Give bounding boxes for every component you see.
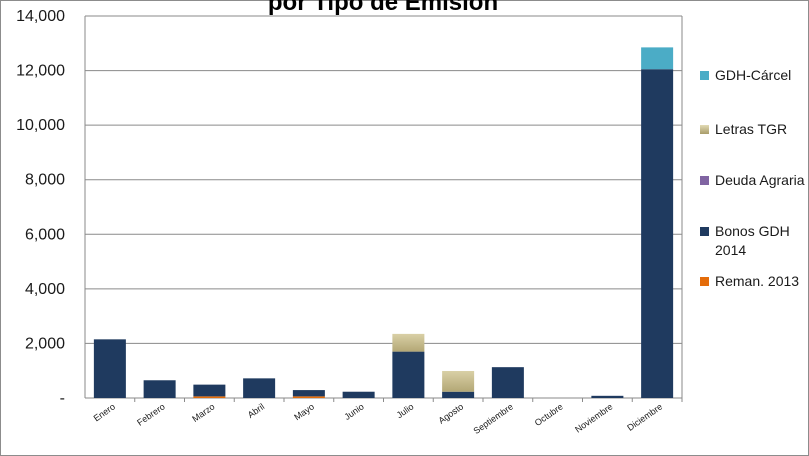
- bar-segment: [292, 396, 325, 398]
- legend-swatch: [700, 71, 709, 80]
- y-tick-label: 4,000: [25, 281, 65, 298]
- x-tick-label: Marzo: [190, 401, 216, 424]
- legend-swatch: [700, 125, 709, 134]
- x-tick-label: Junio: [342, 401, 365, 422]
- bar-segment: [243, 378, 276, 398]
- legend: GDH-Cárcel Letras TGR Deuda Agraria Bono…: [700, 0, 809, 456]
- legend-swatch: [700, 277, 709, 286]
- x-tick-label: Abril: [246, 401, 266, 420]
- x-tick-label: Agosto: [437, 401, 466, 425]
- bar-segment: [342, 391, 375, 398]
- x-tick-label: Julio: [395, 401, 416, 420]
- bar-segment: [392, 333, 425, 352]
- bar-segment: [641, 47, 674, 70]
- bar-segment: [292, 390, 325, 397]
- legend-item-deuda-agraria: Deuda Agraria: [700, 171, 809, 190]
- x-tick-label: Febrero: [135, 401, 167, 427]
- bar-segment: [591, 395, 624, 398]
- x-tick-label: Noviembre: [573, 401, 614, 434]
- legend-label: Bonos GDH 2014: [715, 223, 790, 258]
- legend-label: Reman. 2013: [715, 273, 800, 289]
- x-tick-label: Diciembre: [625, 401, 664, 432]
- legend-swatch: [700, 176, 709, 185]
- legend-item-letras-tgr: Letras TGR: [700, 120, 809, 139]
- bar-segment: [143, 380, 176, 398]
- bar-segment: [93, 339, 126, 398]
- legend-label: Deuda Agraria: [715, 172, 805, 188]
- legend-item-reman-2013: Reman. 2013: [700, 272, 809, 291]
- x-tick-label: Octubre: [533, 401, 565, 428]
- y-tick-label: 10,000: [16, 117, 65, 134]
- y-tick-label: 12,000: [16, 63, 65, 80]
- chart-title: por Tipo de Emisión: [268, 0, 498, 16]
- y-tick-label: 8,000: [25, 172, 65, 189]
- legend-swatch: [700, 227, 709, 236]
- legend-item-bonos-gdh-2014: Bonos GDH 2014: [700, 222, 809, 260]
- legend-label: GDH-Cárcel: [715, 67, 792, 83]
- bar-segment: [641, 69, 674, 398]
- y-tick-label: 2,000: [25, 335, 65, 352]
- bar-segment: [442, 370, 475, 392]
- bar-segment: [491, 367, 524, 398]
- legend-item-gdh-carcel: GDH-Cárcel: [700, 66, 809, 85]
- y-tick-label: -: [60, 390, 65, 407]
- x-tick-label: Enero: [92, 401, 117, 423]
- bar-segment: [392, 351, 425, 398]
- x-tick-label: Septiembre: [472, 401, 515, 436]
- y-tick-label: 6,000: [25, 226, 65, 243]
- x-tick-label: Mayo: [292, 401, 316, 422]
- legend-label: Letras TGR: [715, 121, 788, 137]
- y-tick-label: 14,000: [16, 8, 65, 25]
- bar-segment: [193, 396, 226, 398]
- bar-segment: [442, 391, 475, 398]
- bar-segment: [193, 384, 226, 397]
